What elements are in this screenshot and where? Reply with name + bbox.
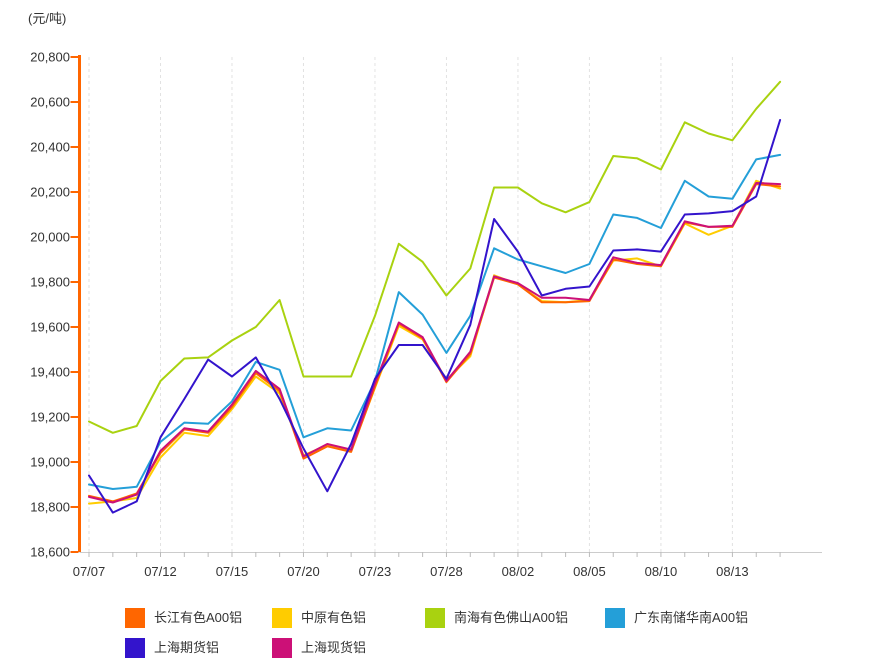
- x-tick-label: 08/10: [645, 564, 678, 579]
- x-tick-label: 07/23: [359, 564, 392, 579]
- legend-label: 上海现货铝: [301, 640, 367, 655]
- x-tick-label: 07/28: [430, 564, 463, 579]
- y-axis-unit-label: (元/吨): [28, 11, 67, 26]
- y-tick-label: 20,200: [30, 185, 70, 200]
- y-tick-label: 18,600: [30, 545, 70, 560]
- y-tick-label: 20,600: [30, 95, 70, 110]
- legend-swatch-icon: [425, 608, 445, 628]
- legend-label: 中原有色铝: [301, 610, 367, 625]
- y-tick-label: 19,000: [30, 455, 70, 470]
- legend-swatch-icon: [272, 638, 292, 658]
- x-tick-label: 08/05: [573, 564, 606, 579]
- y-tick-label: 19,200: [30, 410, 70, 425]
- y-tick-label: 18,800: [30, 500, 70, 515]
- legend-label: 上海期货铝: [154, 640, 220, 655]
- legend-label: 广东南储华南A00铝: [634, 610, 749, 625]
- legend-swatch-icon: [125, 608, 145, 628]
- series-line-0[interactable]: [88, 183, 782, 503]
- y-tick-label: 20,400: [30, 140, 70, 155]
- x-tick-label: 07/07: [73, 564, 106, 579]
- legend-swatch-icon: [605, 608, 625, 628]
- legend-item-2[interactable]: 南海有色佛山A00铝: [425, 608, 568, 628]
- x-tick-label: 08/02: [502, 564, 535, 579]
- legend-swatch-icon: [125, 638, 145, 658]
- legend-item-1[interactable]: 中原有色铝: [272, 608, 366, 628]
- x-tick-label: 07/20: [287, 564, 320, 579]
- series-line-3[interactable]: [88, 153, 782, 490]
- legend-swatch-icon: [272, 608, 292, 628]
- series-line-4[interactable]: [88, 119, 782, 514]
- series-line-2[interactable]: [88, 80, 782, 434]
- x-tick-label: 08/13: [716, 564, 749, 579]
- legend-label: 南海有色佛山A00铝: [454, 610, 569, 625]
- y-tick-label: 20,800: [30, 50, 70, 65]
- y-tick-label: 19,400: [30, 365, 70, 380]
- y-tick-label: 19,600: [30, 320, 70, 335]
- x-tick-label: 07/15: [216, 564, 249, 579]
- legend-item-3[interactable]: 广东南储华南A00铝: [605, 608, 748, 628]
- x-tick-label: 07/12: [144, 564, 177, 579]
- y-tick-label: 20,000: [30, 230, 70, 245]
- plot-area: 20,800 20,600 20,400 20,200 20,000 19,800 19,6…: [30, 50, 822, 579]
- legend-label: 长江有色A00铝: [154, 610, 243, 625]
- series-line-5[interactable]: [88, 182, 782, 504]
- legend-item-4[interactable]: 上海期货铝: [125, 638, 219, 658]
- y-tick-label: 19,800: [30, 275, 70, 290]
- legend-item-5[interactable]: 上海现货铝: [272, 638, 366, 658]
- legend: 长江有色A00铝 中原有色铝 南海有色佛山A00铝 广东南储华南A00铝上海期货铝 上海…: [0, 600, 870, 670]
- legend-item-0[interactable]: 长江有色A00铝: [125, 608, 242, 628]
